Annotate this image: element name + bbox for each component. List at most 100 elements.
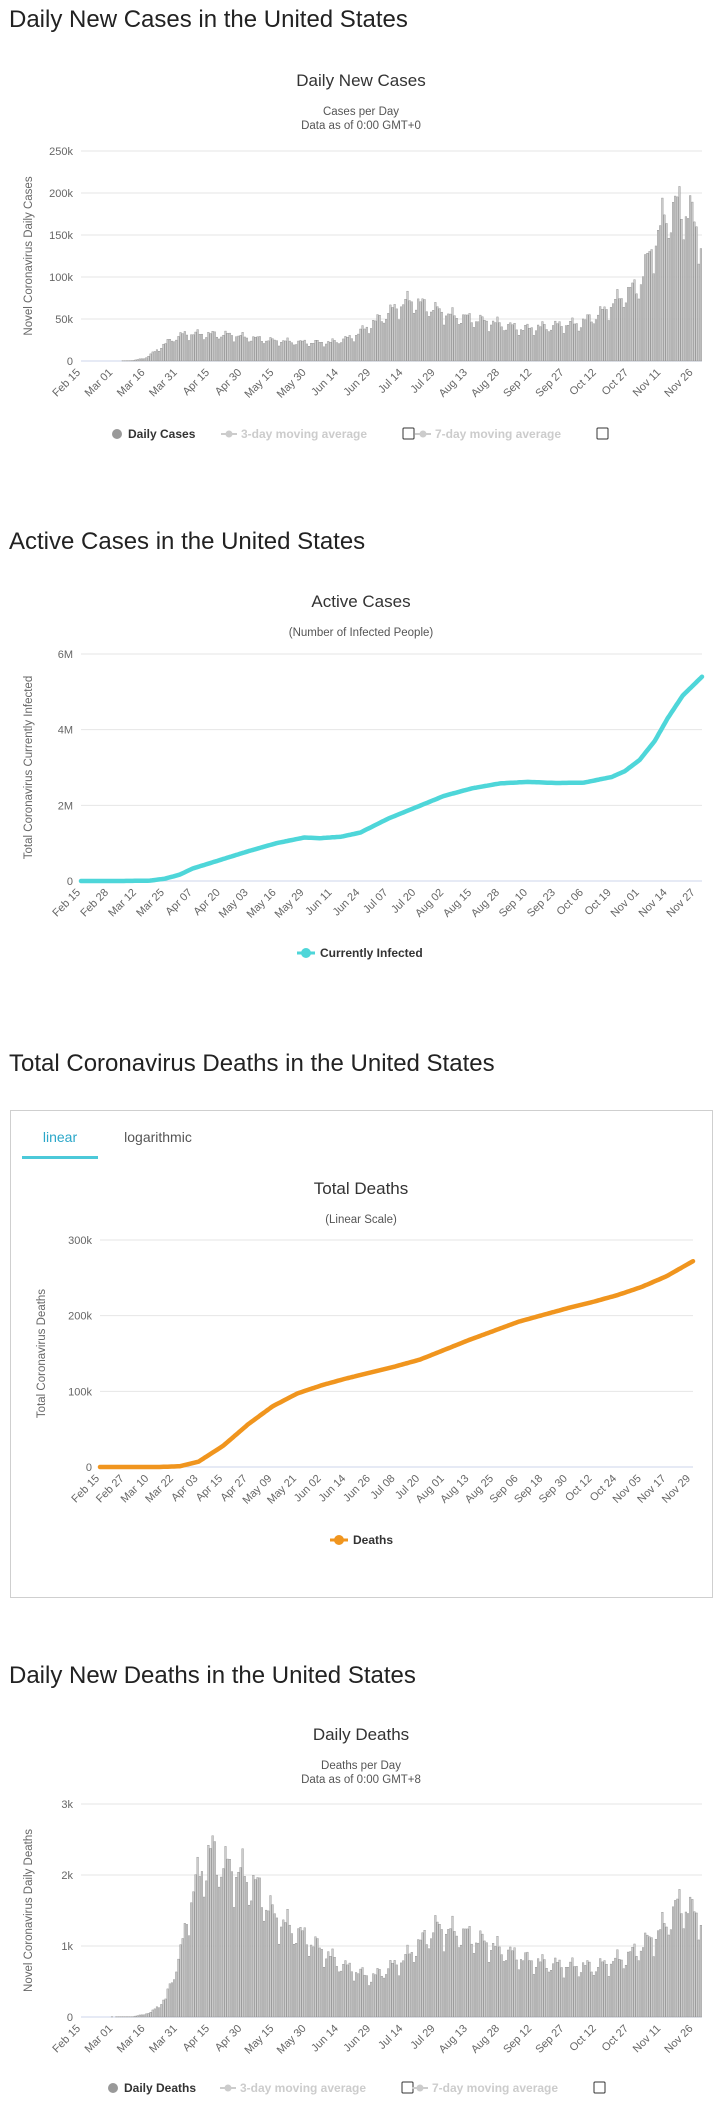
bar	[322, 1967, 326, 2018]
bar	[252, 1875, 255, 2018]
bar	[278, 345, 281, 362]
bar	[228, 1859, 231, 2018]
x-tick-label: Oct 12	[563, 1473, 594, 1504]
bar	[504, 329, 508, 362]
bar	[175, 339, 178, 362]
y-tick-label: 0	[86, 1462, 92, 1474]
bar	[472, 327, 475, 362]
bar	[301, 340, 304, 362]
bar	[295, 344, 298, 362]
bar	[661, 197, 664, 362]
bar	[273, 339, 276, 362]
y-tick-label: 2M	[58, 800, 73, 812]
bar	[402, 1960, 405, 2018]
bar	[243, 1876, 246, 2018]
bar	[207, 1845, 210, 2018]
bar	[569, 1961, 572, 2018]
bar	[689, 1896, 692, 2018]
bar	[612, 1961, 615, 2018]
bar	[297, 1928, 300, 2018]
bar	[213, 1841, 216, 2018]
bar	[363, 328, 366, 362]
bar	[659, 1929, 662, 2018]
bar	[603, 1960, 606, 2018]
bar	[614, 1957, 617, 2018]
chart-subtitle: Deaths per Day	[321, 1760, 401, 1772]
y-tick-label: 100k	[49, 272, 73, 284]
bar	[209, 333, 212, 362]
bar	[196, 329, 199, 362]
bar	[492, 1943, 495, 2018]
bar	[573, 323, 576, 362]
bar	[260, 341, 263, 362]
bar	[477, 1942, 480, 2018]
bar	[492, 320, 495, 362]
bar	[515, 1959, 518, 2018]
bar	[382, 322, 385, 362]
x-tick-label: Feb 15	[50, 887, 83, 920]
bar	[519, 1959, 523, 2018]
x-tick-label: Jul 08	[368, 1473, 397, 1502]
bar	[605, 309, 608, 362]
bar	[361, 1967, 364, 2018]
bar	[468, 313, 471, 362]
bar	[468, 1926, 471, 2018]
bar	[393, 304, 396, 362]
bar	[652, 273, 655, 362]
bar	[342, 1964, 345, 2018]
bar	[609, 1963, 612, 2018]
tab-linear[interactable]: linear	[22, 1126, 98, 1159]
bar	[331, 338, 334, 362]
bar	[151, 2009, 154, 2018]
bar	[376, 314, 379, 362]
bar	[370, 1981, 373, 2018]
bar	[288, 1924, 291, 2018]
bar	[258, 336, 261, 362]
bar	[449, 1928, 452, 2018]
bar	[582, 318, 585, 362]
bar	[228, 332, 231, 362]
bar	[143, 2014, 146, 2018]
bar	[695, 226, 698, 362]
bar	[511, 1950, 514, 2018]
bar	[650, 249, 653, 362]
bar	[678, 186, 681, 362]
bar	[222, 1868, 225, 2018]
bar	[329, 1956, 332, 2018]
bar	[179, 1944, 182, 2018]
bar	[352, 1980, 355, 2018]
bar	[425, 311, 428, 362]
bar	[517, 1969, 520, 2018]
bar	[312, 1946, 315, 2018]
tab-logarithmic[interactable]: logarithmic	[124, 1129, 192, 1145]
bar	[481, 1933, 484, 2018]
bar	[269, 1895, 272, 2018]
bar	[537, 324, 540, 362]
x-tick-label: May 15	[243, 367, 277, 401]
bar	[297, 340, 300, 362]
bar	[220, 1876, 223, 2018]
bar	[310, 343, 313, 362]
bar	[624, 302, 627, 362]
bar	[175, 1971, 178, 2018]
x-tick-label: Nov 26	[662, 2023, 695, 2056]
x-tick-label: May 03	[217, 887, 251, 921]
bar	[350, 1971, 353, 2018]
bar	[541, 321, 544, 362]
bar	[599, 306, 602, 362]
bar	[592, 323, 595, 362]
bar	[393, 1960, 396, 2018]
legend-item: Deaths	[353, 1533, 393, 1547]
chart-subtitle: Data as of 0:00 GMT+8	[301, 1774, 421, 1786]
x-tick-label: Jul 07	[361, 887, 390, 916]
x-tick-label: Aug 15	[441, 887, 474, 920]
bar	[682, 239, 685, 362]
bar	[627, 287, 630, 362]
x-tick-label: Mar 22	[143, 1473, 176, 1506]
bar	[594, 319, 597, 362]
bar	[674, 195, 677, 362]
bar	[526, 323, 529, 362]
bar	[346, 337, 349, 362]
bar	[622, 307, 625, 362]
x-tick-label: Mar 31	[147, 2023, 180, 2056]
